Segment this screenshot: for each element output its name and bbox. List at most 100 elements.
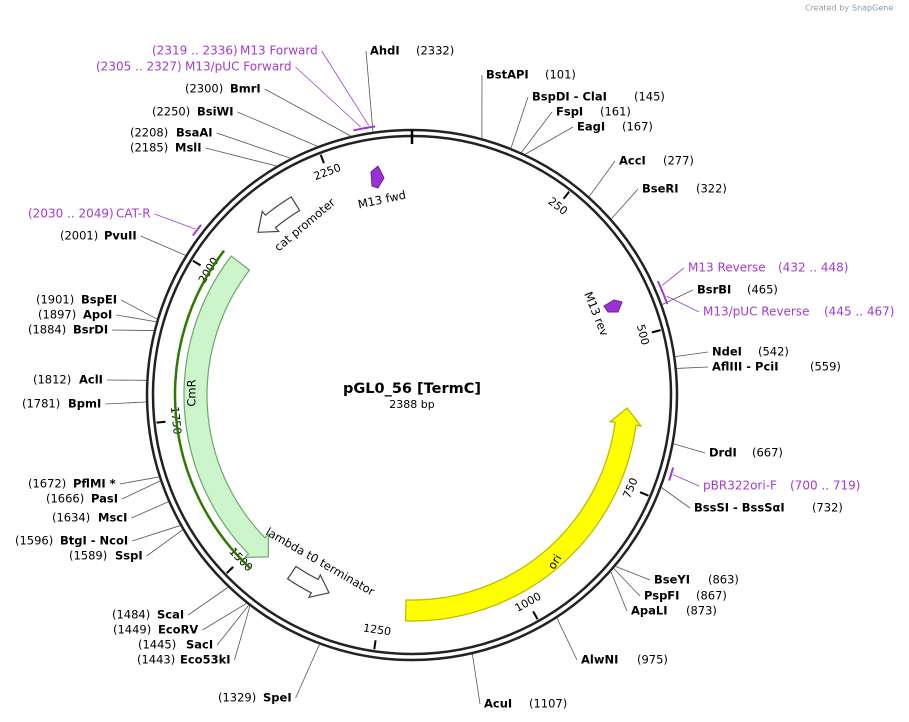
site-leader — [471, 654, 481, 705]
feature-label: M13 rev — [581, 290, 611, 339]
primer-leader — [154, 213, 196, 230]
tick-mark — [156, 420, 166, 424]
primer-leader — [666, 295, 700, 313]
site-position: (1897) — [38, 308, 76, 322]
site-position: (867) — [696, 589, 727, 603]
site-position: (975) — [637, 653, 668, 667]
site-position: (167) — [622, 120, 653, 134]
primer-range: (432 .. 448) — [778, 261, 848, 275]
site-position: (2001) — [60, 229, 98, 243]
primer-range: (2319 .. 2336) — [152, 44, 238, 58]
plasmid-length: 2388 bp — [389, 398, 434, 411]
site-leader — [205, 147, 277, 167]
site-leader — [510, 96, 529, 149]
site-name: BtgI - NcoI — [60, 534, 128, 548]
site-name: BmrI — [230, 82, 261, 96]
cmr-arrow — [183, 255, 270, 558]
site-name: BstAPI — [486, 68, 529, 82]
terminator-arrow — [286, 565, 330, 599]
site-name: BseRI — [642, 182, 679, 196]
ori-arrow — [404, 407, 643, 622]
site-leader — [661, 487, 691, 509]
m13-rev-arrow — [603, 299, 623, 313]
primer-name: CAT-R — [116, 207, 151, 221]
primer-arc — [668, 467, 675, 481]
site-name: AccI — [619, 154, 646, 168]
site-leader — [365, 50, 374, 132]
primer-leader — [661, 267, 685, 286]
primer-range: (2305 .. 2327) — [96, 60, 182, 74]
tick-label: 500 — [634, 323, 652, 347]
tick-mark — [639, 491, 649, 497]
site-name: FspI — [556, 105, 583, 119]
site-position: (1672) — [28, 477, 66, 491]
site-name: NdeI — [712, 345, 742, 359]
site-position: (2332) — [416, 44, 454, 58]
site-name: BsrDI — [73, 323, 108, 337]
site-position: (465) — [747, 283, 778, 297]
tick-label: 750 — [620, 476, 640, 500]
site-name: Eco53kI — [180, 653, 231, 667]
site-leader — [120, 299, 158, 320]
site-leader — [611, 188, 639, 220]
site-leader — [234, 605, 251, 661]
site-position: (1781) — [22, 397, 60, 411]
site-position: (101) — [545, 68, 576, 82]
site-position: (1901) — [36, 293, 74, 307]
site-leader — [146, 529, 183, 557]
site-name: AclI — [79, 373, 103, 387]
site-name: BsrBI — [697, 283, 731, 297]
site-leader — [676, 366, 709, 369]
m13-fwd-arrow — [370, 165, 385, 189]
site-leader — [132, 525, 181, 542]
site-position: (2185) — [130, 141, 168, 155]
site-name: SspI — [115, 549, 143, 563]
primer-range: (445 .. 467) — [824, 305, 894, 319]
tick-mark — [562, 191, 570, 200]
site-name: PflMI * — [73, 477, 116, 491]
site-position: (1484) — [112, 608, 150, 622]
site-leader — [524, 126, 574, 155]
tick-mark — [192, 259, 202, 267]
site-name: BspEI — [81, 293, 117, 307]
site-position: (1884) — [28, 323, 66, 337]
primer-range: (2030 .. 2049) — [28, 207, 114, 221]
cmr-orf-line — [173, 249, 252, 570]
site-position: (1329) — [218, 691, 256, 705]
site-name: EcoRV — [158, 623, 198, 637]
tick-mark — [373, 640, 377, 650]
primer-leader — [295, 66, 361, 128]
site-name: PasI — [91, 492, 118, 506]
credit: Created by — [805, 4, 849, 13]
site-name: AcuI — [484, 697, 512, 711]
primer-leader — [672, 474, 700, 487]
site-name: BsiWI — [197, 105, 234, 119]
primer-name: M13 Forward — [240, 44, 318, 58]
feature-label: M13 fwd — [357, 188, 408, 212]
site-name: BsaAI — [176, 126, 213, 140]
primer-arc — [192, 224, 202, 237]
site-position: (2300) — [185, 82, 223, 96]
site-position: (145) — [634, 90, 665, 104]
site-leader — [131, 501, 169, 519]
site-name: BseYI — [654, 573, 690, 587]
site-name: AflIII - PciI — [712, 360, 779, 374]
primer-range: (700 .. 719) — [790, 479, 860, 493]
brand: SnapGene — [852, 4, 893, 13]
tick-label: 2250 — [312, 161, 343, 183]
primer-arc — [660, 289, 669, 305]
tick-mark — [651, 329, 661, 334]
site-leader — [613, 568, 641, 597]
plasmid-name: pGL0_56 [TermC] — [343, 381, 481, 397]
site-name: AhdI — [370, 44, 400, 58]
site-leader — [119, 476, 160, 485]
site-leader — [112, 329, 154, 331]
site-position: (1634) — [52, 511, 90, 525]
site-leader — [610, 571, 628, 612]
primer-name: M13 Reverse — [688, 261, 766, 275]
primer-leader — [321, 50, 370, 126]
primer-name: pBR322ori-F — [703, 479, 777, 493]
primer-name: M13/pUC Reverse — [703, 305, 810, 319]
site-position: (1589) — [69, 549, 107, 563]
site-name: MslI — [175, 141, 202, 155]
